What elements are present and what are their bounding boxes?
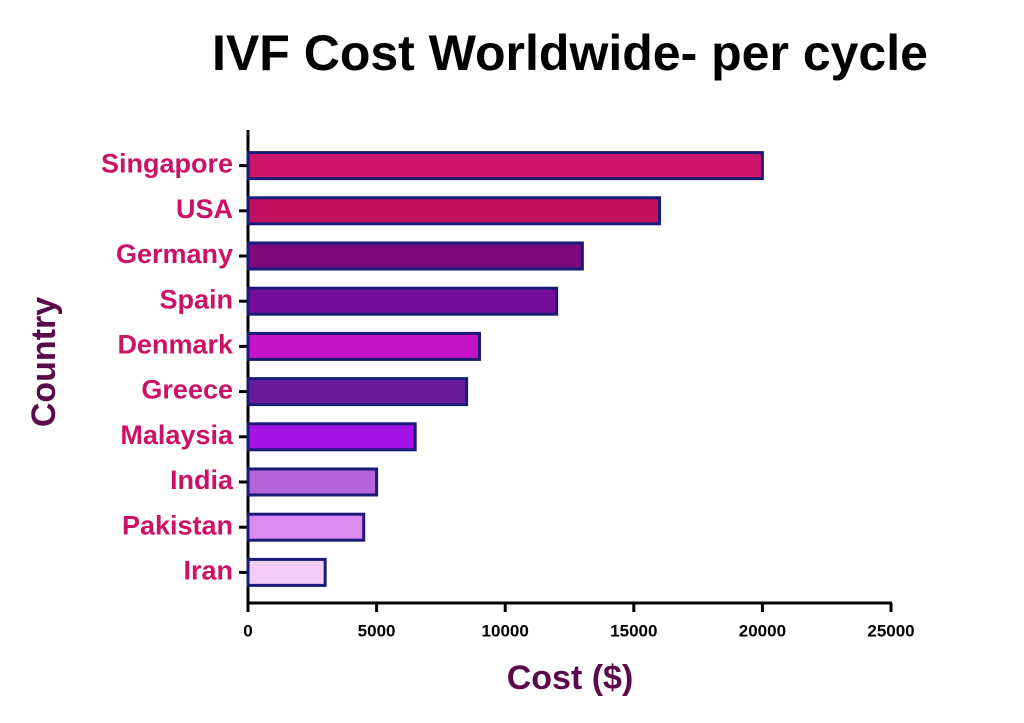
y-tick-label: India — [170, 465, 234, 495]
bar — [246, 512, 366, 542]
chart-title: IVF Cost Worldwide- per cycle — [212, 25, 928, 81]
x-tick-label: 25000 — [867, 621, 914, 640]
y-tick-label: Denmark — [117, 330, 234, 360]
y-tick-label: USA — [176, 194, 233, 224]
bar — [246, 377, 469, 407]
bar — [246, 286, 559, 316]
y-tick-label: Spain — [159, 284, 233, 314]
bar — [246, 241, 584, 271]
x-axis-title: Cost ($) — [507, 659, 634, 697]
bar — [246, 467, 379, 497]
bar — [246, 422, 417, 452]
bar — [246, 151, 764, 181]
x-tick-label: 20000 — [739, 621, 786, 640]
bar — [246, 196, 662, 226]
y-axis-title: Country — [25, 297, 63, 427]
y-tick-label: Singapore — [101, 149, 233, 179]
y-tick-label: Pakistan — [122, 510, 233, 540]
bar — [246, 557, 327, 587]
y-tick-label: Germany — [116, 239, 233, 269]
y-tick-label: Iran — [183, 556, 233, 586]
bar — [246, 331, 481, 361]
y-tick-label: Greece — [141, 375, 233, 405]
x-tick-label: 15000 — [610, 621, 657, 640]
y-tick-label: Malaysia — [120, 420, 234, 450]
x-tick-label: 0 — [243, 621, 252, 640]
x-tick-label: 10000 — [482, 621, 529, 640]
x-tick-label: 5000 — [358, 621, 396, 640]
